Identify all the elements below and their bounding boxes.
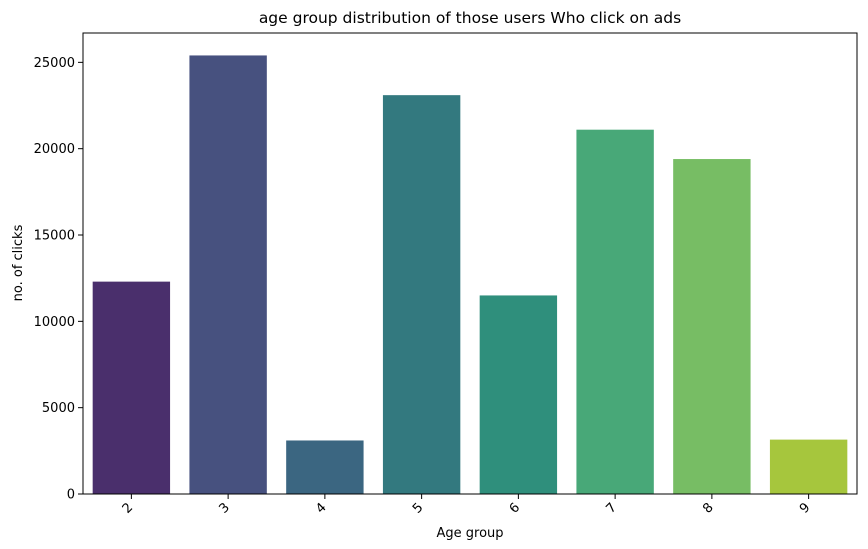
bar-3 (189, 55, 267, 495)
y-tick-label: 15000 (34, 229, 75, 244)
bar-8 (673, 159, 751, 494)
y-axis-label: no. of clicks (11, 224, 26, 301)
x-axis-label: Age group (436, 526, 503, 541)
x-tick-label: 2 (120, 500, 136, 516)
x-tick-label: 8 (700, 500, 716, 516)
y-tick-label: 20000 (34, 142, 75, 157)
x-tick-label: 5 (410, 500, 426, 516)
bar-4 (286, 440, 364, 494)
plot-area: 0 5000 10000 15000 20000 25000 2 3 4 5 6 7 8 9 (34, 55, 848, 517)
x-tick-label: 7 (603, 500, 619, 516)
y-tick-label: 25000 (34, 56, 75, 71)
x-tick-label: 9 (797, 500, 813, 516)
plot-frame (82, 32, 858, 495)
x-tick-label: 6 (507, 500, 523, 516)
bar-6 (479, 295, 558, 494)
y-tick-label: 0 (67, 488, 75, 503)
x-tick-label: 4 (313, 500, 329, 516)
bar-7 (576, 129, 654, 494)
bar-2 (92, 281, 171, 494)
chart-title: age group distribution of those users Wh… (259, 9, 681, 27)
y-tick-label: 10000 (34, 315, 75, 330)
bar-9 (769, 439, 848, 494)
x-tick-label: 3 (216, 500, 232, 516)
bar-5 (382, 95, 461, 495)
y-tick-label: 5000 (42, 401, 75, 416)
